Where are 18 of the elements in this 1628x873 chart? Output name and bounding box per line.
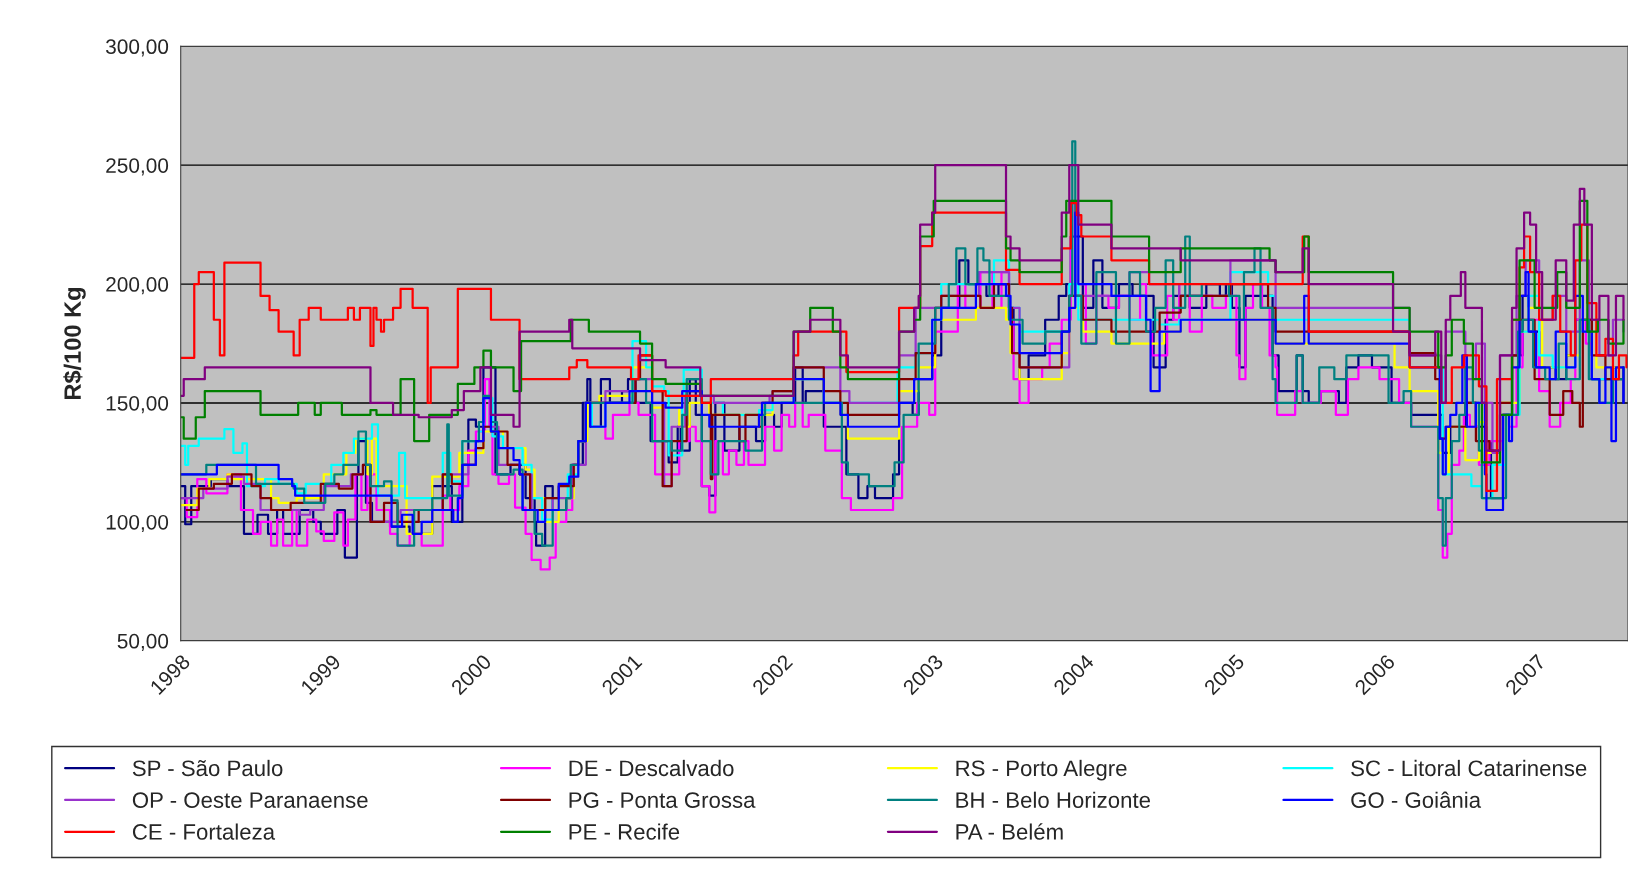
y-tick-label: 200,00 [106,277,169,295]
y-tick-label: 100,00 [106,514,169,533]
legend-label: GO - Goiânia [1351,791,1482,808]
legend-label: PG - Ponta Grossa [569,792,756,808]
y-tick-label: 150,00 [106,395,169,414]
y-tick-label: 250,00 [106,158,169,176]
y-axis-title: R$/100 Kg [63,288,86,400]
legend-label: CE - Fortaleza [132,823,276,840]
legend-label: SC - Litoral Catarinense [1351,759,1587,777]
legend-label: OP - Oeste Paranaense [132,792,368,808]
y-tick-label: 300,00 [105,39,169,57]
legend-label: BH - Belo Horizonte [956,791,1150,808]
legend-label: RS - Porto Alegre [956,759,1127,781]
legend-label: SP - São Paulo [132,759,283,777]
legend-label: DE - Descalvado [569,759,734,777]
legend-label: PE - Recife [569,823,680,840]
legend-label: PA - Belém [956,823,1063,840]
y-tick-label: 50,00 [117,633,169,651]
